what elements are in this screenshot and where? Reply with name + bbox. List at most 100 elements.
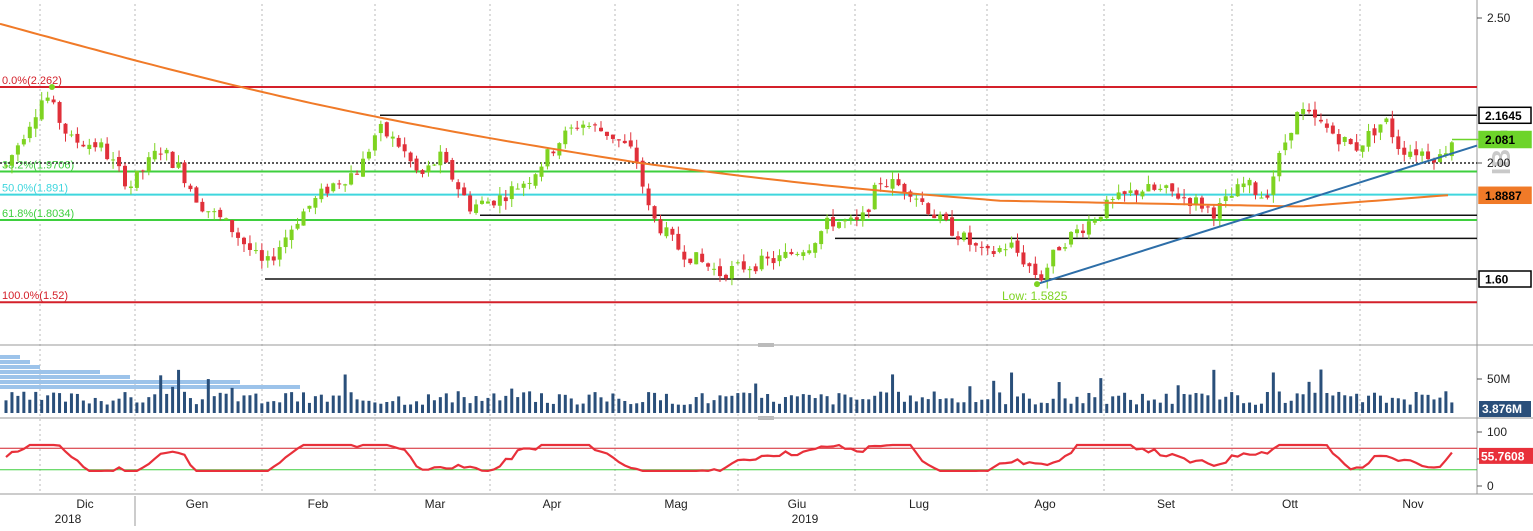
candle-body xyxy=(622,140,627,144)
volume-bar xyxy=(593,392,597,413)
volume-bar xyxy=(843,394,847,413)
volume-bar xyxy=(724,396,728,413)
volume-bar xyxy=(867,399,871,413)
price-value-tag xyxy=(1478,186,1532,205)
volume-bar xyxy=(920,397,924,413)
candle-body xyxy=(789,252,794,255)
volume-bar xyxy=(254,393,258,413)
volume-bar xyxy=(1057,382,1061,413)
volume-bar xyxy=(1301,394,1305,413)
candle-body xyxy=(212,211,217,213)
candle-body xyxy=(468,195,473,212)
candle-body xyxy=(242,237,246,245)
candle-body xyxy=(539,166,544,177)
candle-body xyxy=(896,179,901,186)
candle-body xyxy=(69,134,74,136)
fib-label: 100.0%(1.52) xyxy=(2,290,68,302)
candle-body xyxy=(236,232,241,238)
volume-bar xyxy=(1135,404,1138,413)
candle-body xyxy=(527,182,532,184)
volume-bar xyxy=(171,386,175,413)
volume-bar xyxy=(81,400,85,413)
volume-bar xyxy=(1158,402,1162,413)
volume-bar xyxy=(1164,393,1168,413)
candle-body xyxy=(1140,191,1145,197)
volume-bar xyxy=(307,402,311,413)
volume-bar xyxy=(1426,394,1430,413)
grid xyxy=(0,0,1533,495)
volume-bar xyxy=(581,403,585,413)
volume-bar xyxy=(1230,392,1234,413)
volume-bar xyxy=(272,401,276,413)
volume-bar xyxy=(772,401,776,413)
candle-body xyxy=(1414,149,1419,156)
volume-bar xyxy=(236,401,240,413)
volume-bar xyxy=(141,402,145,413)
volume-bar xyxy=(1123,392,1127,413)
candle-body xyxy=(408,152,413,162)
volume-bar xyxy=(1414,391,1418,413)
candle-body xyxy=(289,229,294,241)
volume-bar xyxy=(700,393,704,413)
volume-bar xyxy=(409,404,413,413)
candle-body xyxy=(420,170,425,174)
candle-body xyxy=(956,236,960,240)
volume-bar xyxy=(58,393,62,413)
rsi-value-tag xyxy=(1479,447,1533,464)
volume-bar xyxy=(379,403,383,413)
volume-bar xyxy=(534,401,538,413)
volume-bar xyxy=(290,392,294,413)
volume-bar xyxy=(849,397,853,413)
candle-body xyxy=(1301,108,1306,114)
candle-body xyxy=(735,262,740,264)
volume-bar xyxy=(1194,393,1198,413)
candle-body xyxy=(676,233,681,250)
volume-bar xyxy=(147,397,151,413)
candle-body xyxy=(1229,196,1234,198)
volume-bar xyxy=(403,404,407,413)
volume-bar xyxy=(1367,395,1371,413)
candle-body xyxy=(842,220,847,222)
candle-body xyxy=(1449,142,1454,157)
price-value-tag-label: 2.1645 xyxy=(1485,109,1522,123)
candle-body xyxy=(961,232,966,241)
candle-body xyxy=(771,258,776,264)
price-value-tag-label: 2.081 xyxy=(1485,133,1515,147)
volume-bar xyxy=(40,399,44,413)
high-marker xyxy=(49,84,55,91)
volume-bar xyxy=(1063,398,1067,413)
candle-body xyxy=(1342,137,1347,142)
volume-bar xyxy=(789,395,793,413)
candle-body xyxy=(265,256,270,261)
volume-bar xyxy=(46,395,50,413)
volume-bar xyxy=(885,392,889,413)
candle-body xyxy=(426,165,431,173)
volume-bar xyxy=(1254,404,1257,413)
volume-bar xyxy=(325,401,329,413)
candlesticks xyxy=(4,91,1454,289)
volume-bar xyxy=(998,392,1002,413)
candle-body xyxy=(432,164,437,166)
volume-bar xyxy=(748,393,752,413)
volume-bar xyxy=(498,400,502,413)
volume-bar xyxy=(819,394,823,413)
volume-bar xyxy=(676,404,680,413)
volume-bar xyxy=(688,404,692,413)
candle-body xyxy=(914,198,919,200)
volume-bar xyxy=(974,402,978,413)
candle-body xyxy=(991,251,996,255)
volume-bar xyxy=(938,399,942,413)
fib-label: 50.0%(1.891) xyxy=(2,183,68,195)
volume-bar xyxy=(343,374,347,413)
volume-bar xyxy=(813,398,817,413)
volume-bar xyxy=(986,399,990,413)
volume-bar xyxy=(111,400,115,413)
candle-body xyxy=(640,160,645,187)
volume-bar xyxy=(1027,398,1031,413)
candle-body xyxy=(9,155,14,166)
fibonacci-levels: 0.0%(2.262)38.2%(1.9706)50.0%(1.891)61.8… xyxy=(0,75,1477,304)
volume-bar xyxy=(1319,369,1323,413)
candle-body xyxy=(45,97,50,101)
candle-body xyxy=(194,187,199,203)
